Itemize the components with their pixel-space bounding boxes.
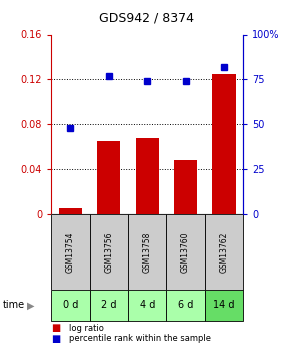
Bar [174,160,197,214]
Bar [51,290,90,321]
Text: GSM13758: GSM13758 [143,231,152,273]
Text: GSM13760: GSM13760 [181,231,190,273]
Text: 2 d: 2 d [101,300,117,310]
Text: GSM13754: GSM13754 [66,231,75,273]
Text: ■: ■ [51,334,61,344]
Bar [128,290,166,321]
Bar [90,290,128,321]
Bar [97,141,120,214]
Text: 14 d: 14 d [213,300,235,310]
Text: 4 d: 4 d [139,300,155,310]
Text: ▶: ▶ [27,300,35,310]
Text: GDS942 / 8374: GDS942 / 8374 [99,11,194,24]
Text: percentile rank within the sample: percentile rank within the sample [69,334,211,343]
Bar [136,138,159,214]
Bar [166,290,205,321]
Bar [212,74,236,214]
Bar [59,208,82,214]
Bar [166,214,205,290]
Text: GSM13756: GSM13756 [104,231,113,273]
Bar [205,290,243,321]
Bar [90,214,128,290]
Text: log ratio: log ratio [69,324,104,333]
Text: 0 d: 0 d [63,300,78,310]
Bar [128,214,166,290]
Text: ■: ■ [51,324,61,333]
Text: 6 d: 6 d [178,300,193,310]
Text: GSM13762: GSM13762 [219,231,229,273]
Bar [205,214,243,290]
Bar [51,214,90,290]
Text: time: time [3,300,25,310]
